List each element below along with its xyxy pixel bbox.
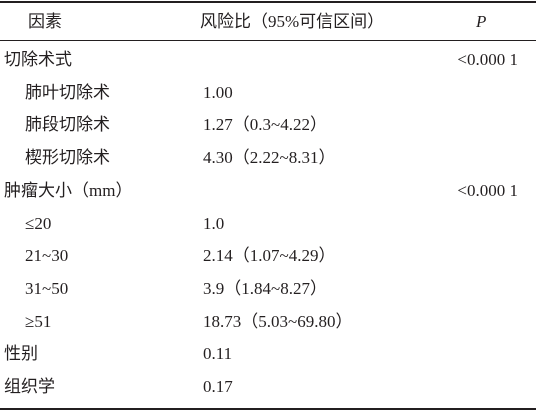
sub-factor: 肺段切除术 xyxy=(25,115,110,135)
hazard-ratio: 1.0 xyxy=(203,213,225,233)
p-value: <0.000 1 xyxy=(457,50,518,69)
bottom-rule xyxy=(0,408,536,410)
p-value: <0.000 1 xyxy=(457,180,518,200)
hazard-ratio: 0.17 xyxy=(203,377,233,396)
sub-factor: 楔形切除术 xyxy=(25,148,110,168)
sub-factor: ≤20 xyxy=(25,213,52,233)
header-p: P xyxy=(476,12,487,31)
factor: 性别 xyxy=(4,344,38,364)
hazard-ratio: 18.73（5.03~69.80） xyxy=(203,311,353,331)
factor: 切除术式 xyxy=(4,50,72,69)
header-hazard-ratio: 风险比（95%可信区间） xyxy=(200,12,385,31)
sub-factor: ≥51 xyxy=(25,311,52,331)
sub-factor: 21~30 xyxy=(25,246,69,266)
hazard-ratio: 4.30（2.22~8.31） xyxy=(203,148,336,168)
header-factor: 因素 xyxy=(28,12,62,31)
hazard-ratio: 2.14（1.07~4.29） xyxy=(203,246,336,266)
factor: 组织学 xyxy=(4,377,55,396)
header-rule xyxy=(0,40,536,41)
factor: 肿瘤大小（mm） xyxy=(4,180,133,200)
hazard-ratio: 1.27（0.3~4.22） xyxy=(203,115,327,135)
sub-factor: 肺叶切除术 xyxy=(25,82,110,102)
top-rule xyxy=(0,1,536,3)
sub-factor: 31~50 xyxy=(25,278,69,298)
hazard-ratio: 0.11 xyxy=(203,344,233,364)
hazard-ratio: 3.9（1.84~8.27） xyxy=(203,278,327,298)
hazard-ratio: 1.00 xyxy=(203,82,233,102)
